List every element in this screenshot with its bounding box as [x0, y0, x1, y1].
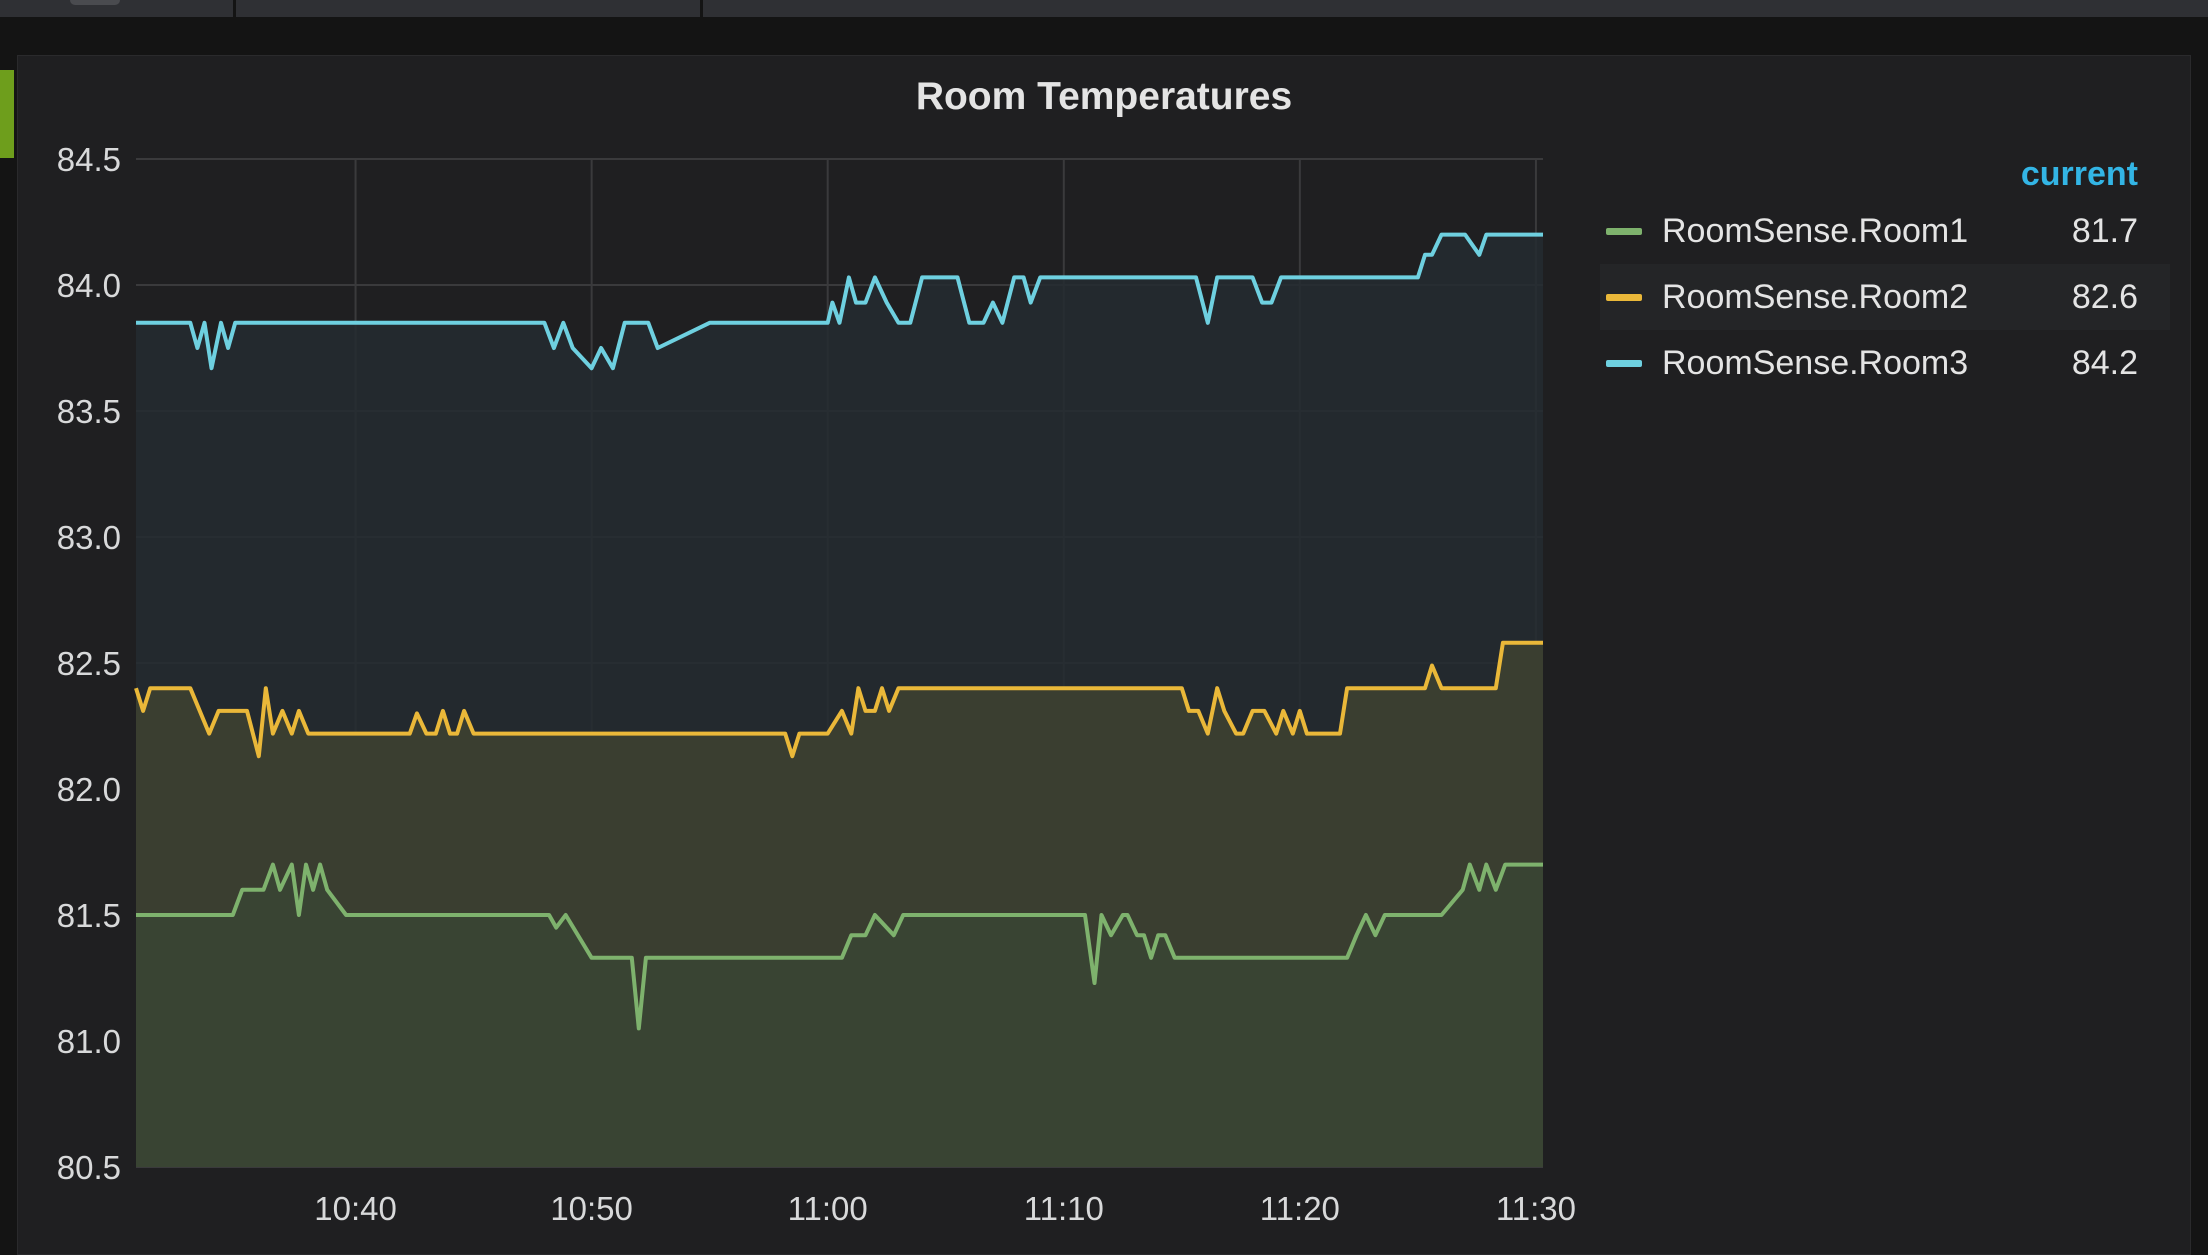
x-tick-label: 11:00 — [788, 1190, 868, 1227]
legend-current-value: 81.7 — [2072, 198, 2138, 264]
legend-swatch-icon — [1606, 360, 1642, 367]
x-tick-label: 10:40 — [314, 1190, 397, 1227]
legend-current-value: 82.6 — [2072, 264, 2138, 330]
legend-swatch-icon — [1606, 228, 1642, 235]
legend-swatch-icon — [1606, 294, 1642, 301]
y-tick-label: 82.5 — [57, 645, 121, 682]
legend-series-name[interactable]: RoomSense.Room3 — [1662, 330, 1968, 396]
legend-header-current[interactable]: current — [1600, 150, 2170, 198]
x-tick-label: 11:30 — [1496, 1190, 1576, 1227]
legend-item-room3[interactable]: RoomSense.Room3 84.2 — [1600, 330, 2170, 396]
y-tick-label: 82.0 — [57, 771, 121, 808]
y-tick-label: 84.0 — [57, 267, 121, 304]
legend-item-room1[interactable]: RoomSense.Room1 81.7 — [1600, 198, 2170, 264]
series-fills — [136, 235, 1543, 1167]
x-tick-label: 11:20 — [1260, 1190, 1340, 1227]
y-tick-label: 80.5 — [57, 1149, 121, 1186]
legend: current RoomSense.Room1 81.7 RoomSense.R… — [1600, 150, 2170, 396]
legend-item-room2[interactable]: RoomSense.Room2 82.6 — [1600, 264, 2170, 330]
y-tick-label: 81.0 — [57, 1023, 121, 1060]
x-tick-label: 10:50 — [550, 1190, 633, 1227]
y-tick-label: 84.5 — [57, 141, 121, 178]
x-tick-label: 11:10 — [1024, 1190, 1104, 1227]
y-tick-label: 83.0 — [57, 519, 121, 556]
y-axis-ticks: 84.5 84.0 83.5 83.0 82.5 82.0 81.5 81.0 80.5 — [57, 141, 121, 1186]
legend-series-name[interactable]: RoomSense.Room2 — [1662, 264, 1968, 330]
x-axis-ticks: 10:40 10:50 11:00 11:10 11:20 11:30 — [314, 1190, 1576, 1227]
y-tick-label: 81.5 — [57, 897, 121, 934]
legend-current-value: 84.2 — [2072, 330, 2138, 396]
legend-series-name[interactable]: RoomSense.Room1 — [1662, 198, 1968, 264]
y-tick-label: 83.5 — [57, 393, 121, 430]
